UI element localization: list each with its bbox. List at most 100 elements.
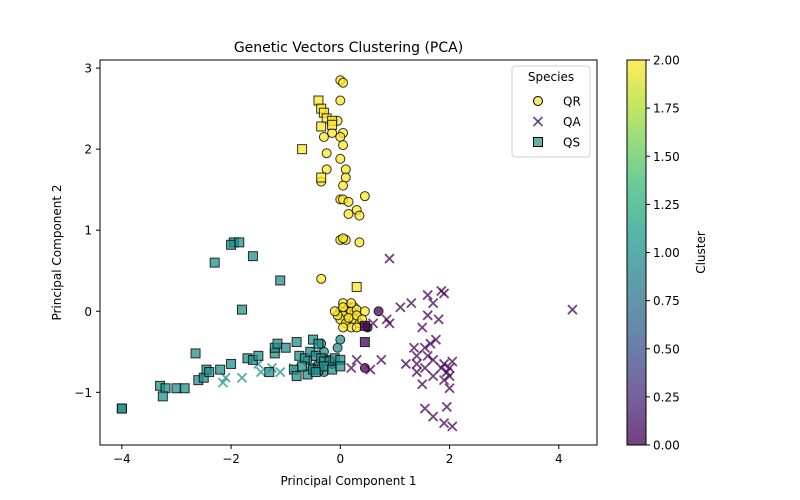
point-qs <box>327 119 338 130</box>
x-axis-label: Principal Component 1 <box>280 474 416 488</box>
y-axis-label: Principal Component 2 <box>50 184 64 320</box>
point-qa <box>411 350 422 361</box>
point-qa <box>419 342 431 353</box>
point-qr <box>321 148 332 159</box>
colorbar-tick-label: 1.75 <box>653 102 680 116</box>
point-qa <box>444 383 455 394</box>
x-axis: −4 −2 0 2 4 <box>113 445 563 466</box>
y-tick-label: 3 <box>84 62 92 76</box>
point-qa <box>441 401 452 413</box>
point-qr <box>343 312 354 323</box>
point-qa <box>408 342 420 353</box>
x-tick-label: −4 <box>113 452 131 466</box>
point-qa <box>419 403 431 414</box>
point-qa <box>351 354 362 366</box>
point-qs <box>264 367 275 378</box>
colorbar-gradient <box>627 60 646 445</box>
y-tick-label: 2 <box>84 143 92 157</box>
point-qr <box>359 191 370 202</box>
point-qa <box>217 377 229 388</box>
point-qs <box>310 367 321 378</box>
legend-marker-qr <box>533 96 543 106</box>
point-qs <box>226 239 237 250</box>
colorbar: 0.00 0.25 0.50 0.75 1.00 1.25 1.50 1.75 2.00 Clu… <box>626 54 708 453</box>
point-qa <box>438 375 450 386</box>
point-qs <box>234 237 245 248</box>
point-qr <box>338 322 349 333</box>
x-tick-label: 0 <box>336 452 344 466</box>
point-qs <box>316 121 327 132</box>
point-qa <box>220 372 231 383</box>
colorbar-tick-label: 1.25 <box>653 198 680 212</box>
point-qs <box>275 275 286 286</box>
point-qa <box>367 318 379 329</box>
point-qa <box>438 417 450 429</box>
colorbar-label: Cluster <box>694 231 708 274</box>
point-qs <box>190 348 201 359</box>
point-qa <box>411 358 422 370</box>
point-qs <box>327 364 338 375</box>
point-qs <box>291 337 302 348</box>
point-qa <box>430 334 442 345</box>
point-qa <box>419 362 431 374</box>
point-qa <box>411 366 422 378</box>
point-qs <box>237 304 247 315</box>
point-qa <box>417 322 428 333</box>
legend-marker-qa <box>532 116 544 127</box>
point-qs <box>272 338 283 349</box>
point-qa <box>384 318 395 329</box>
y-tick-label: −1 <box>74 386 92 400</box>
point-qs <box>209 257 220 268</box>
colorbar-tick-label: 0.00 <box>653 439 680 453</box>
point-qa <box>425 338 436 349</box>
point-qa <box>365 364 376 375</box>
point-qs <box>313 338 324 349</box>
legend-label-qa: QA <box>563 115 581 129</box>
point-qa <box>444 370 455 382</box>
point-qr <box>343 209 354 219</box>
point-qa <box>406 298 417 309</box>
point-qa <box>428 411 439 422</box>
plot-frame <box>99 59 598 446</box>
point-qa <box>447 421 458 432</box>
point-qs <box>247 251 258 262</box>
colorbar-tick-label: 1.50 <box>653 150 680 164</box>
chart-title: Genetic Vectors Clustering (PCA) <box>234 40 463 56</box>
point-qa <box>395 302 406 313</box>
point-qs <box>318 361 329 372</box>
point-qa <box>428 354 439 366</box>
y-axis: −1 0 1 2 3 <box>74 62 100 400</box>
point-qr <box>329 306 340 317</box>
point-qa <box>346 362 357 374</box>
point-qr <box>343 196 354 207</box>
y-tick-label: 0 <box>84 305 92 319</box>
point-qa <box>428 298 439 309</box>
point-qa <box>236 372 248 383</box>
colorbar-tick-label: 0.75 <box>653 294 680 308</box>
point-qs <box>215 364 226 375</box>
point-qr <box>316 273 327 284</box>
legend-box <box>511 65 591 158</box>
x-tick-label: −2 <box>222 452 240 466</box>
point-qa <box>438 358 450 370</box>
point-qr <box>338 180 349 191</box>
point-qa <box>376 354 387 366</box>
point-qa <box>433 314 444 325</box>
legend-marker-qs <box>533 137 543 147</box>
point-qs <box>359 320 370 331</box>
point-qa <box>422 289 433 301</box>
x-tick-label: 4 <box>555 452 563 466</box>
point-qr <box>335 95 346 106</box>
point-qr <box>354 210 365 221</box>
point-qs <box>359 337 370 348</box>
point-qr <box>351 322 362 333</box>
x-tick-label: 2 <box>446 452 454 466</box>
point-qr <box>338 233 349 244</box>
legend-label-qs: QS <box>563 136 580 150</box>
point-qs <box>297 144 308 155</box>
point-qs <box>316 172 327 183</box>
point-qr <box>338 302 349 313</box>
point-qs <box>116 403 127 414</box>
point-qs <box>204 367 215 378</box>
legend: Species QR QA QS <box>511 65 591 158</box>
